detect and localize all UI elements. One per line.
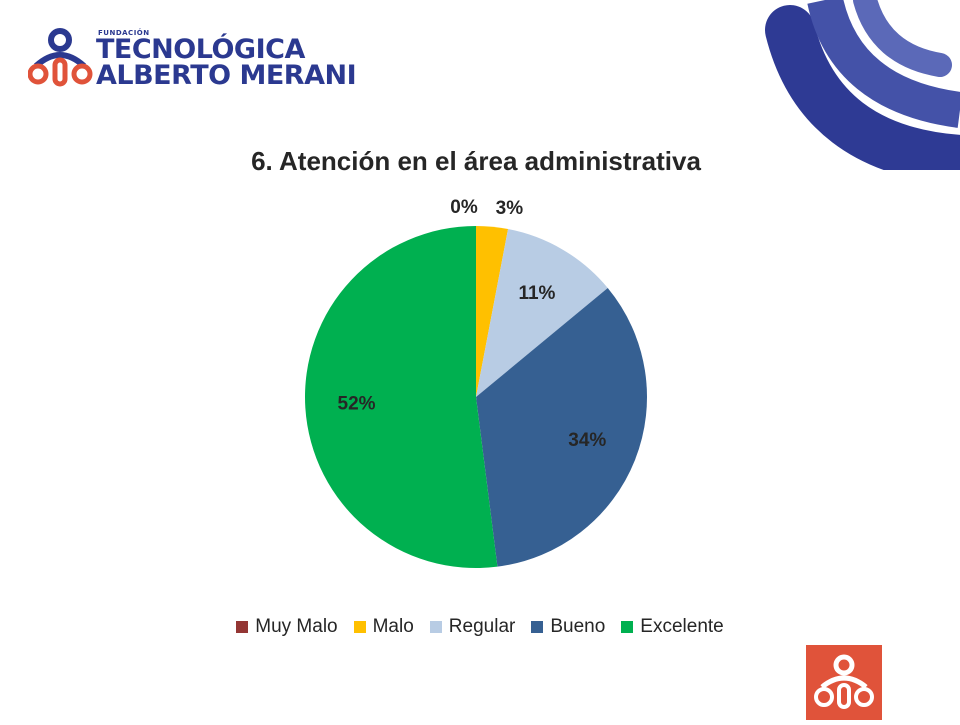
decorative-arcs [765, 0, 960, 170]
legend-item-regular: Regular [429, 616, 516, 638]
pie-chart: 0% 3% 11% 34% 52% [305, 197, 647, 568]
legend-swatch [429, 621, 442, 633]
legend-label: Regular [448, 616, 516, 637]
legend-swatch [621, 621, 634, 633]
legend-label: Bueno [550, 616, 606, 637]
legend-label: Muy Malo [255, 616, 338, 637]
corner-logo [806, 645, 882, 720]
corner-logo-icon [814, 654, 874, 709]
legend-item-excelente: Excelente [621, 616, 724, 638]
logo-line-2: ALBERTO MERANI [96, 60, 357, 91]
data-label-malo: 3% [496, 198, 524, 219]
legend-swatch [531, 621, 544, 633]
pie-slice-malo [476, 226, 509, 397]
legend-swatch [353, 621, 366, 633]
legend-item-malo: Malo [353, 616, 414, 638]
legend-label: Excelente [640, 616, 724, 637]
pie-slice-bueno [476, 288, 647, 567]
pie-slice-excelente [305, 226, 498, 568]
logo-small-text: FUNDACIÓN [98, 29, 150, 37]
legend-item-bueno: Bueno [531, 616, 605, 638]
foundation-logo-icon [27, 28, 93, 87]
data-label-bueno: 34% [568, 430, 606, 451]
data-label-excelente: 52% [338, 394, 376, 415]
chart-legend: Muy Malo Malo Regular Bueno Excelente [0, 616, 960, 638]
data-label-muy-malo: 0% [450, 197, 478, 218]
data-label-regular: 11% [518, 283, 555, 304]
legend-item-muy-malo: Muy Malo [236, 616, 338, 638]
logo-line-1: TECNOLÓGICA [96, 34, 305, 65]
pie-slice-regular [476, 229, 608, 397]
legend-label: Malo [372, 616, 414, 637]
foundation-logo: FUNDACIÓN TECNOLÓGICA ALBERTO MERANI [27, 26, 358, 91]
chart-title: 6. Atención en el área administrativa [251, 146, 701, 176]
legend-swatch [236, 621, 249, 633]
